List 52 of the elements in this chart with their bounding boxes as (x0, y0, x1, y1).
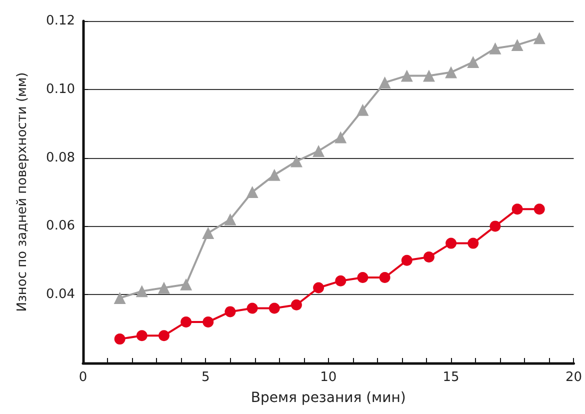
point (158, 282, 170, 294)
y-axis-title: Износ по задней поверхности (мм) (15, 72, 30, 312)
point (246, 302, 258, 314)
point (490, 220, 501, 232)
point (335, 275, 346, 286)
point (290, 299, 302, 310)
point (334, 131, 347, 144)
point (268, 168, 280, 181)
x-tick-label: 10 (320, 370, 337, 385)
point (290, 155, 302, 168)
point (158, 330, 170, 342)
point (489, 42, 502, 54)
point (202, 227, 214, 240)
point (246, 186, 258, 198)
point (180, 316, 192, 328)
point (512, 204, 523, 215)
point (446, 238, 457, 249)
point (378, 76, 391, 89)
x-tick-label: 0 (78, 370, 88, 385)
point (534, 204, 545, 215)
point (268, 302, 280, 314)
point (423, 251, 434, 262)
point (467, 56, 480, 68)
point (357, 272, 368, 283)
point (114, 292, 126, 304)
point (468, 238, 479, 249)
y-tick-label: 0.08 (46, 150, 75, 166)
x-axis-title: Время резания (мин) (250, 390, 406, 406)
x-tick-label: 5 (202, 370, 210, 385)
point (313, 282, 324, 294)
point (400, 70, 413, 82)
point (356, 104, 369, 116)
point (224, 306, 236, 318)
point (136, 330, 148, 342)
point (180, 278, 192, 290)
point (533, 32, 546, 44)
y-tick-label: 0.10 (46, 82, 75, 97)
y-tick-label: 0.06 (46, 218, 75, 234)
point (401, 254, 412, 266)
y-tick-label: 0.04 (46, 287, 75, 302)
point (379, 272, 390, 283)
point (312, 144, 325, 157)
point (136, 285, 148, 298)
point (202, 316, 214, 328)
y-tick-label: 0.12 (46, 14, 75, 28)
x-tick-label: 20 (565, 370, 582, 385)
x-tick-label: 15 (442, 370, 460, 385)
point (224, 213, 236, 226)
point (511, 38, 524, 51)
point (422, 70, 435, 82)
point (445, 66, 458, 78)
point (114, 334, 126, 345)
